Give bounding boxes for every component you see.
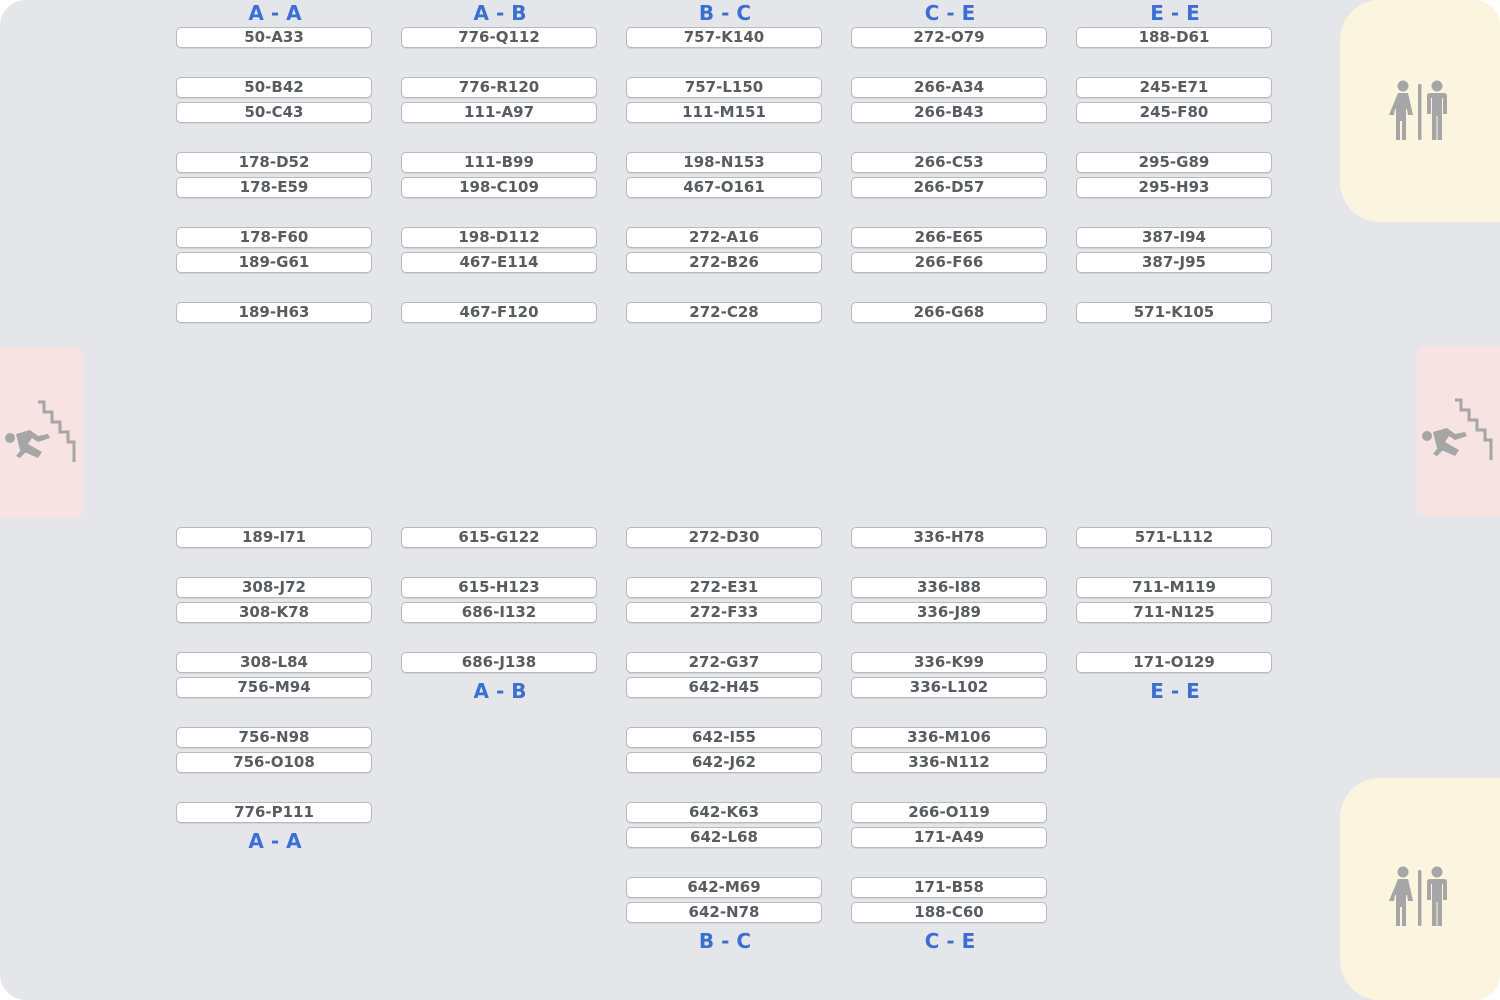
shelf-slot[interactable]: 171-B58 (851, 877, 1047, 898)
shelf-slot[interactable]: 711-N125 (1076, 602, 1272, 623)
aisle-label-top: C - E (924, 1, 976, 25)
shelf-slot[interactable]: 272-O79 (851, 27, 1047, 48)
shelf-slot[interactable]: 266-G68 (851, 302, 1047, 323)
emergency-exit-stairs-icon (5, 400, 76, 462)
shelf-slot[interactable]: 571-K105 (1076, 302, 1272, 323)
shelf-slot[interactable]: 336-N112 (851, 752, 1047, 773)
aisle-label-top: A - B (473, 1, 527, 25)
shelf-slot[interactable]: 336-M106 (851, 727, 1047, 748)
shelf-slot[interactable]: 571-L112 (1076, 527, 1272, 548)
shelf-slot[interactable]: 266-F66 (851, 252, 1047, 273)
shelf-slot[interactable]: 336-I88 (851, 577, 1047, 598)
shelf-slot[interactable]: 776-Q112 (401, 27, 597, 48)
shelf-slot[interactable]: 336-J89 (851, 602, 1047, 623)
shelf-slot[interactable]: 308-J72 (176, 577, 372, 598)
shelf-slot[interactable]: 178-E59 (176, 177, 372, 198)
shelf-slot[interactable]: 467-O161 (626, 177, 822, 198)
shelf-slot[interactable]: 266-O119 (851, 802, 1047, 823)
shelf-slot[interactable]: 272-G37 (626, 652, 822, 673)
shelf-slot[interactable]: 467-F120 (401, 302, 597, 323)
shelf-slot[interactable]: 111-A97 (401, 102, 597, 123)
shelf-slot[interactable]: 266-A34 (851, 77, 1047, 98)
shelf-slot[interactable]: 50-B42 (176, 77, 372, 98)
shelf-slot[interactable]: 295-G89 (1076, 152, 1272, 173)
shelf-slot[interactable]: 711-M119 (1076, 577, 1272, 598)
emergency-exit-left[interactable] (0, 348, 83, 518)
restroom-bottom[interactable] (1340, 778, 1500, 1000)
shelf-slot[interactable]: 272-D30 (626, 527, 822, 548)
shelf-slot[interactable]: 189-G61 (176, 252, 372, 273)
shelf-slot[interactable]: 50-A33 (176, 27, 372, 48)
shelf-slot[interactable]: 756-N98 (176, 727, 372, 748)
emergency-exit-right[interactable] (1417, 346, 1500, 516)
shelf-slot[interactable]: 272-F33 (626, 602, 822, 623)
aisle-label-bottom: C - E (924, 929, 976, 953)
shelf-slot[interactable]: 686-I132 (401, 602, 597, 623)
shelf-slot[interactable]: 615-H123 (401, 577, 597, 598)
aisle-label-bottom: A - A (248, 829, 302, 853)
shelf-slot[interactable]: 336-L102 (851, 677, 1047, 698)
shelf-slot[interactable]: 111-B99 (401, 152, 597, 173)
aisle-label-bottom: E - E (1150, 679, 1200, 703)
shelf-slot[interactable]: 642-L68 (626, 827, 822, 848)
shelf-slot[interactable]: 266-C53 (851, 152, 1047, 173)
shelf-slot[interactable]: 336-K99 (851, 652, 1047, 673)
shelf-slot[interactable]: 198-N153 (626, 152, 822, 173)
aisle-label-top: A - A (248, 1, 302, 25)
shelf-slot[interactable]: 266-B43 (851, 102, 1047, 123)
shelf-slot[interactable]: 776-R120 (401, 77, 597, 98)
shelf-slot[interactable]: 272-A16 (626, 227, 822, 248)
shelf-slot[interactable]: 198-C109 (401, 177, 597, 198)
shelf-slot[interactable]: 642-K63 (626, 802, 822, 823)
shelf-slot[interactable]: 642-N78 (626, 902, 822, 923)
shelf-slot[interactable]: 272-C28 (626, 302, 822, 323)
shelf-slot[interactable]: 272-E31 (626, 577, 822, 598)
emergency-exit-stairs-icon (1422, 398, 1493, 460)
shelf-slot[interactable]: 308-K78 (176, 602, 372, 623)
shelf-slot[interactable]: 776-P111 (176, 802, 372, 823)
aisle-label-bottom: B - C (698, 929, 752, 953)
shelf-slot[interactable]: 178-F60 (176, 227, 372, 248)
shelf-slot[interactable]: 642-M69 (626, 877, 822, 898)
shelf-slot[interactable]: 615-G122 (401, 527, 597, 548)
aisle-label-top: B - C (698, 1, 752, 25)
shelf-slot[interactable]: 387-J95 (1076, 252, 1272, 273)
shelf-slot[interactable]: 272-B26 (626, 252, 822, 273)
shelf-slot[interactable]: 757-L150 (626, 77, 822, 98)
shelf-slot[interactable]: 467-E114 (401, 252, 597, 273)
shelf-slot[interactable]: 336-H78 (851, 527, 1047, 548)
shelf-slot[interactable]: 198-D112 (401, 227, 597, 248)
shelf-slot[interactable]: 245-F80 (1076, 102, 1272, 123)
shelf-slot[interactable]: 756-O108 (176, 752, 372, 773)
shelf-slot[interactable]: 686-J138 (401, 652, 597, 673)
shelf-slot[interactable]: 111-M151 (626, 102, 822, 123)
shelf-slot[interactable]: 266-D57 (851, 177, 1047, 198)
shelf-slot[interactable]: 308-L84 (176, 652, 372, 673)
restroom-icon (1389, 80, 1447, 140)
shelf-slot[interactable]: 295-H93 (1076, 177, 1272, 198)
shelf-slot[interactable]: 642-I55 (626, 727, 822, 748)
shelf-slot[interactable]: 642-H45 (626, 677, 822, 698)
shelf-slot[interactable]: 189-I71 (176, 527, 372, 548)
shelf-slot[interactable]: 642-J62 (626, 752, 822, 773)
shelf-slot[interactable]: 266-E65 (851, 227, 1047, 248)
restroom-top[interactable] (1340, 0, 1500, 222)
shelf-slot[interactable]: 757-K140 (626, 27, 822, 48)
aisle-label-bottom: A - B (473, 679, 527, 703)
restroom-icon (1389, 866, 1447, 926)
shelf-slot[interactable]: 50-C43 (176, 102, 372, 123)
shelf-slot[interactable]: 189-H63 (176, 302, 372, 323)
shelf-slot[interactable]: 188-C60 (851, 902, 1047, 923)
aisle-label-top: E - E (1150, 1, 1200, 25)
shelf-slot[interactable]: 178-D52 (176, 152, 372, 173)
shelf-slot[interactable]: 387-I94 (1076, 227, 1272, 248)
shelf-slot[interactable]: 756-M94 (176, 677, 372, 698)
shelf-slot[interactable]: 245-E71 (1076, 77, 1272, 98)
shelf-slot[interactable]: 171-A49 (851, 827, 1047, 848)
shelf-slot[interactable]: 188-D61 (1076, 27, 1272, 48)
shelf-slot[interactable]: 171-O129 (1076, 652, 1272, 673)
